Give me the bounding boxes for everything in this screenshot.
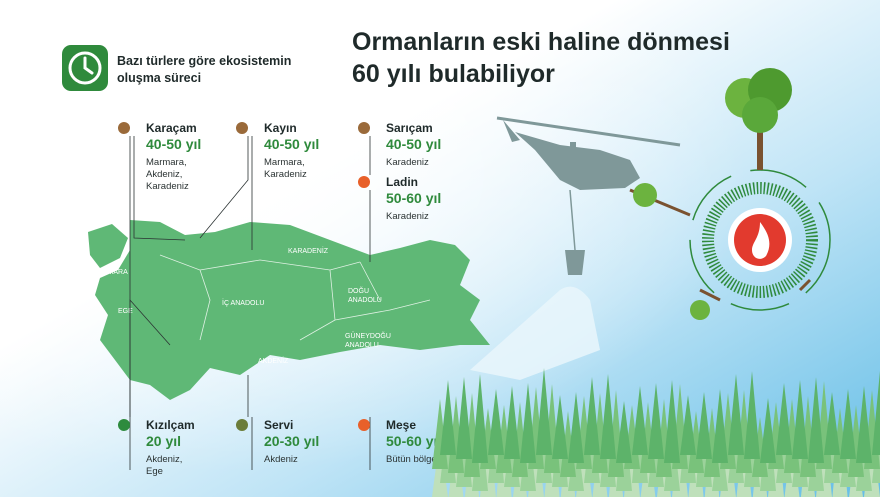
species-region: Bütün bölgeler: [386, 454, 447, 465]
region-label: KARADENİZ: [288, 246, 329, 255]
region-label: ANADOLU: [345, 342, 379, 349]
species-years: 20 yıl: [146, 433, 181, 449]
tree: [792, 380, 808, 459]
species-region: Ege: [146, 466, 163, 477]
species-years: 40-50 yıl: [264, 136, 319, 152]
region-label: DOĞU: [348, 286, 369, 295]
tree: [648, 383, 664, 459]
species-name: Servi: [264, 418, 293, 432]
tree: [568, 392, 584, 463]
tree: [856, 386, 872, 463]
tree: [824, 392, 840, 455]
title: 60 yılı bulabiliyor: [352, 60, 555, 88]
tree: [600, 374, 616, 459]
tree: [696, 392, 712, 459]
tree: [488, 389, 504, 455]
species-dot: [358, 419, 370, 431]
species-years: 50-60 yıl: [386, 190, 441, 206]
region-label: ANADOLU: [348, 297, 382, 304]
species-name: Kayın: [264, 121, 297, 135]
water-drop: [470, 286, 600, 380]
cycle-icon: [629, 68, 831, 320]
tree: [840, 389, 856, 459]
helicopter: [496, 116, 681, 275]
tree: [440, 380, 456, 455]
leader-line: [129, 298, 171, 417]
species-dot: [236, 122, 248, 134]
tree: [552, 395, 568, 459]
tree: [712, 389, 728, 463]
species-years: 40-50 yıl: [146, 136, 201, 152]
species-region: Karadeniz: [146, 181, 189, 192]
region-label: AKDENİZ: [258, 356, 289, 365]
species-name: Meşe: [386, 418, 416, 432]
species-name: Sarıçam: [386, 121, 433, 135]
tree: [632, 386, 648, 455]
species-region: Akdeniz,: [146, 454, 182, 465]
title: Ormanların eski haline dönmesi: [352, 28, 730, 56]
species-dot: [236, 419, 248, 431]
tree: [728, 374, 744, 455]
species-dot: [118, 122, 130, 134]
tree: [872, 371, 880, 455]
species-region: Karadeniz: [264, 169, 307, 180]
tree: [680, 395, 696, 455]
species-region: Karadeniz: [386, 157, 429, 168]
species-name: Karaçam: [146, 121, 197, 135]
species-dot: [358, 176, 370, 188]
tree: [664, 380, 680, 463]
clock-icon: [62, 45, 108, 91]
species-dot: [358, 122, 370, 134]
tree: [584, 377, 600, 455]
species-region: Marmara,: [146, 157, 187, 168]
leader-line: [247, 375, 253, 470]
species-dot: [118, 419, 130, 431]
region-label: GÜNEYDOĞU: [345, 331, 391, 340]
tree: [776, 383, 792, 455]
region-label: İÇ ANADOLU: [222, 298, 264, 307]
region-label: MARMARA: [92, 269, 128, 276]
tree: [472, 374, 488, 463]
species-years: 50-60 yıl: [386, 433, 441, 449]
tree: [504, 386, 520, 459]
species-name: Kızılçam: [146, 418, 195, 432]
tree: [760, 398, 776, 463]
tree: [520, 383, 536, 463]
tree: [616, 401, 632, 463]
tree: [536, 368, 552, 455]
species-years: 40-50 yıl: [386, 136, 441, 152]
tree: [744, 371, 760, 459]
tree: [808, 377, 824, 463]
species-region: Akdeniz,: [146, 169, 182, 180]
species-region: Marmara,: [264, 157, 305, 168]
legend-line: Bazı türlere göre ekosistemin: [117, 54, 291, 68]
map: [88, 220, 490, 400]
tree: [456, 377, 472, 459]
species-region: Karadeniz: [386, 211, 429, 222]
species-name: Ladin: [386, 175, 418, 189]
species-region: Akdeniz: [264, 454, 298, 465]
legend-line: oluşma süreci: [117, 71, 201, 85]
species-years: 20-30 yıl: [264, 433, 319, 449]
region-label: EGE: [118, 308, 133, 315]
leader-line: [199, 136, 253, 250]
